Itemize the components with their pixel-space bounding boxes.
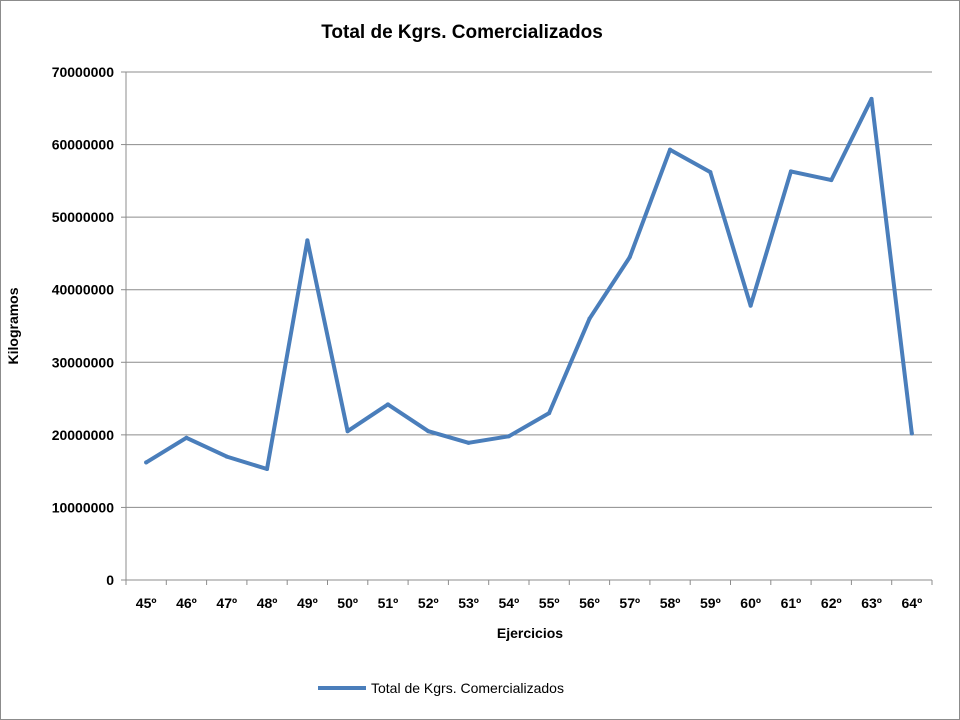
data-point (829, 178, 834, 183)
x-tick-label: 55º (539, 595, 560, 611)
legend: Total de Kgrs. Comercializados (318, 680, 564, 696)
x-axis-ticks: 45º 46º 47º 48º 49º 50º 51º 52º 53º 54º 55º 56º 57º 5… (125, 580, 933, 611)
y-tick-label: 70000000 (52, 64, 115, 80)
data-point (265, 466, 270, 471)
x-tick-label: 61º (781, 595, 802, 611)
x-tick-label: 52º (418, 595, 439, 611)
x-tick-label: 48º (257, 595, 278, 611)
y-tick-label: 40000000 (52, 282, 115, 298)
x-tick-label: 54º (499, 595, 520, 611)
x-tick-label: 64º (902, 595, 923, 611)
x-tick-label: 60º (740, 595, 761, 611)
data-point (547, 411, 552, 416)
data-point (708, 170, 713, 175)
y-tick-label: 50000000 (52, 209, 115, 225)
y-tick-label: 0 (106, 572, 114, 588)
x-tick-label: 53º (458, 595, 479, 611)
x-axis-label: Ejercicios (497, 625, 563, 641)
x-tick-label: 46º (176, 595, 197, 611)
data-point (506, 434, 511, 439)
data-point (466, 440, 471, 445)
gridlines (126, 71, 932, 508)
data-point (144, 460, 149, 465)
legend-label: Total de Kgrs. Comercializados (371, 680, 564, 696)
x-tick-label: 45º (136, 595, 157, 611)
y-tick-label: 10000000 (52, 499, 115, 515)
y-axis-label: Kilogramos (5, 287, 21, 364)
data-point (345, 429, 350, 434)
series-line-0 (144, 96, 914, 471)
x-tick-label: 50º (337, 595, 358, 611)
y-axis-ticks: 0 10000000 20000000 30000000 40000000 5000000… (52, 64, 126, 588)
x-tick-label: 58º (660, 595, 681, 611)
data-point (909, 431, 914, 436)
data-point (426, 429, 431, 434)
data-point (587, 316, 592, 321)
data-point (305, 238, 310, 243)
x-tick-label: 57º (619, 595, 640, 611)
x-tick-label: 59º (700, 595, 721, 611)
data-point (869, 96, 874, 101)
chart-title: Total de Kgrs. Comercializados (321, 22, 603, 43)
series-layer (144, 96, 914, 471)
data-point (748, 303, 753, 308)
x-tick-label: 47º (216, 595, 237, 611)
data-point (668, 147, 673, 152)
x-tick-label: 62º (821, 595, 842, 611)
x-tick-label: 56º (579, 595, 600, 611)
y-tick-label: 20000000 (52, 427, 115, 443)
data-point (224, 454, 229, 459)
x-tick-label: 49º (297, 595, 318, 611)
y-tick-label: 30000000 (52, 354, 115, 370)
data-point (788, 169, 793, 174)
x-tick-label: 63º (861, 595, 882, 611)
data-point (184, 435, 189, 440)
x-tick-label: 51º (378, 595, 399, 611)
data-point (627, 255, 632, 260)
y-tick-label: 60000000 (52, 137, 115, 153)
data-point (385, 402, 390, 407)
axes (125, 72, 932, 581)
